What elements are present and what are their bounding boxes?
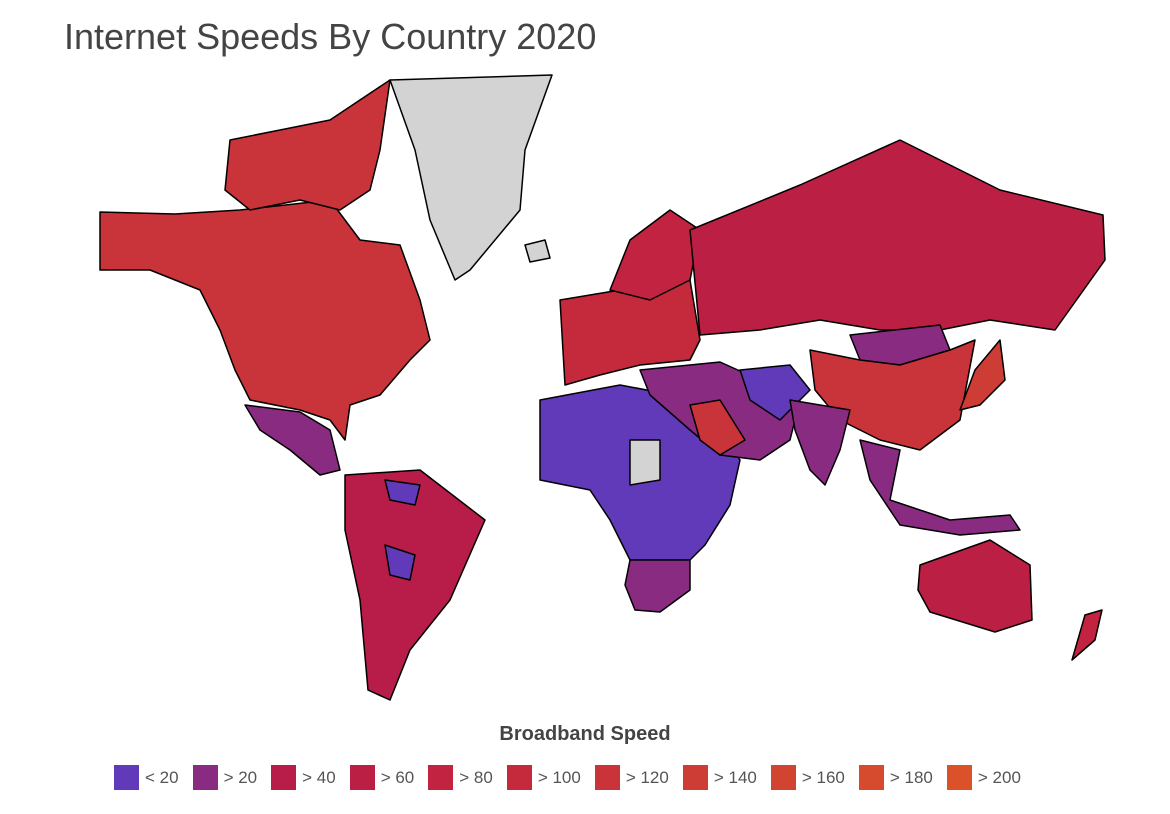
legend-swatch	[428, 765, 454, 790]
legend-item[interactable]: > 120	[594, 765, 669, 790]
legend-swatch	[682, 765, 708, 790]
legend-label: > 200	[977, 767, 1021, 787]
legend-item[interactable]: > 180	[858, 765, 933, 790]
world-map	[99, 74, 1106, 701]
legend-swatch	[946, 765, 972, 790]
legend-swatch	[594, 765, 620, 790]
legend-swatch	[349, 765, 375, 790]
region-south-america	[344, 469, 486, 701]
region-japan	[959, 339, 1006, 411]
region-north-america	[99, 199, 431, 441]
legend-item[interactable]: > 100	[506, 765, 581, 790]
region-bolivia-venezuela	[384, 479, 421, 581]
legend-item[interactable]: > 200	[946, 765, 1021, 790]
map-title: Internet Speeds By Country 2020	[64, 16, 597, 57]
legend-label: > 120	[625, 767, 669, 787]
region-iceland	[524, 239, 551, 263]
region-southern-africa	[624, 559, 691, 613]
legend-label: > 100	[537, 767, 581, 787]
legend-label: > 160	[801, 767, 845, 787]
region-russia	[689, 139, 1106, 336]
legend-label: > 40	[302, 767, 336, 787]
region-india	[789, 399, 851, 486]
region-southeast-asia	[859, 439, 1021, 536]
legend: < 20 > 20 > 40 > 60 > 80 > 100 > 120 > 140 > 160…	[114, 765, 1035, 790]
legend-swatch	[114, 765, 139, 790]
legend-item[interactable]: < 20	[114, 765, 179, 790]
legend-item[interactable]: > 40	[271, 765, 336, 790]
region-sudan	[629, 439, 661, 486]
legend-swatch	[506, 765, 532, 790]
legend-item[interactable]: > 60	[349, 765, 415, 790]
legend-label: > 60	[380, 767, 415, 787]
legend-swatch	[770, 765, 796, 790]
legend-swatch	[858, 765, 884, 790]
legend-label: > 80	[459, 767, 493, 787]
legend-swatch	[192, 765, 218, 790]
legend-label: > 140	[713, 767, 757, 787]
region-greenland	[389, 74, 553, 281]
region-saudi-arabia	[689, 399, 746, 456]
legend-item[interactable]: > 160	[770, 765, 845, 790]
legend-title: Broadband Speed	[499, 723, 671, 745]
legend-item[interactable]: > 20	[192, 765, 258, 790]
legend-item[interactable]: > 80	[428, 765, 493, 790]
legend-label: > 180	[889, 767, 933, 787]
legend-item[interactable]: > 140	[682, 765, 757, 790]
legend-swatch	[271, 765, 297, 790]
region-canada-arctic	[224, 79, 391, 211]
legend-label: > 20	[223, 767, 258, 787]
region-mexico	[244, 404, 341, 476]
region-new-zealand	[1071, 609, 1103, 661]
region-australia	[917, 539, 1033, 633]
legend-label: < 20	[145, 767, 179, 787]
